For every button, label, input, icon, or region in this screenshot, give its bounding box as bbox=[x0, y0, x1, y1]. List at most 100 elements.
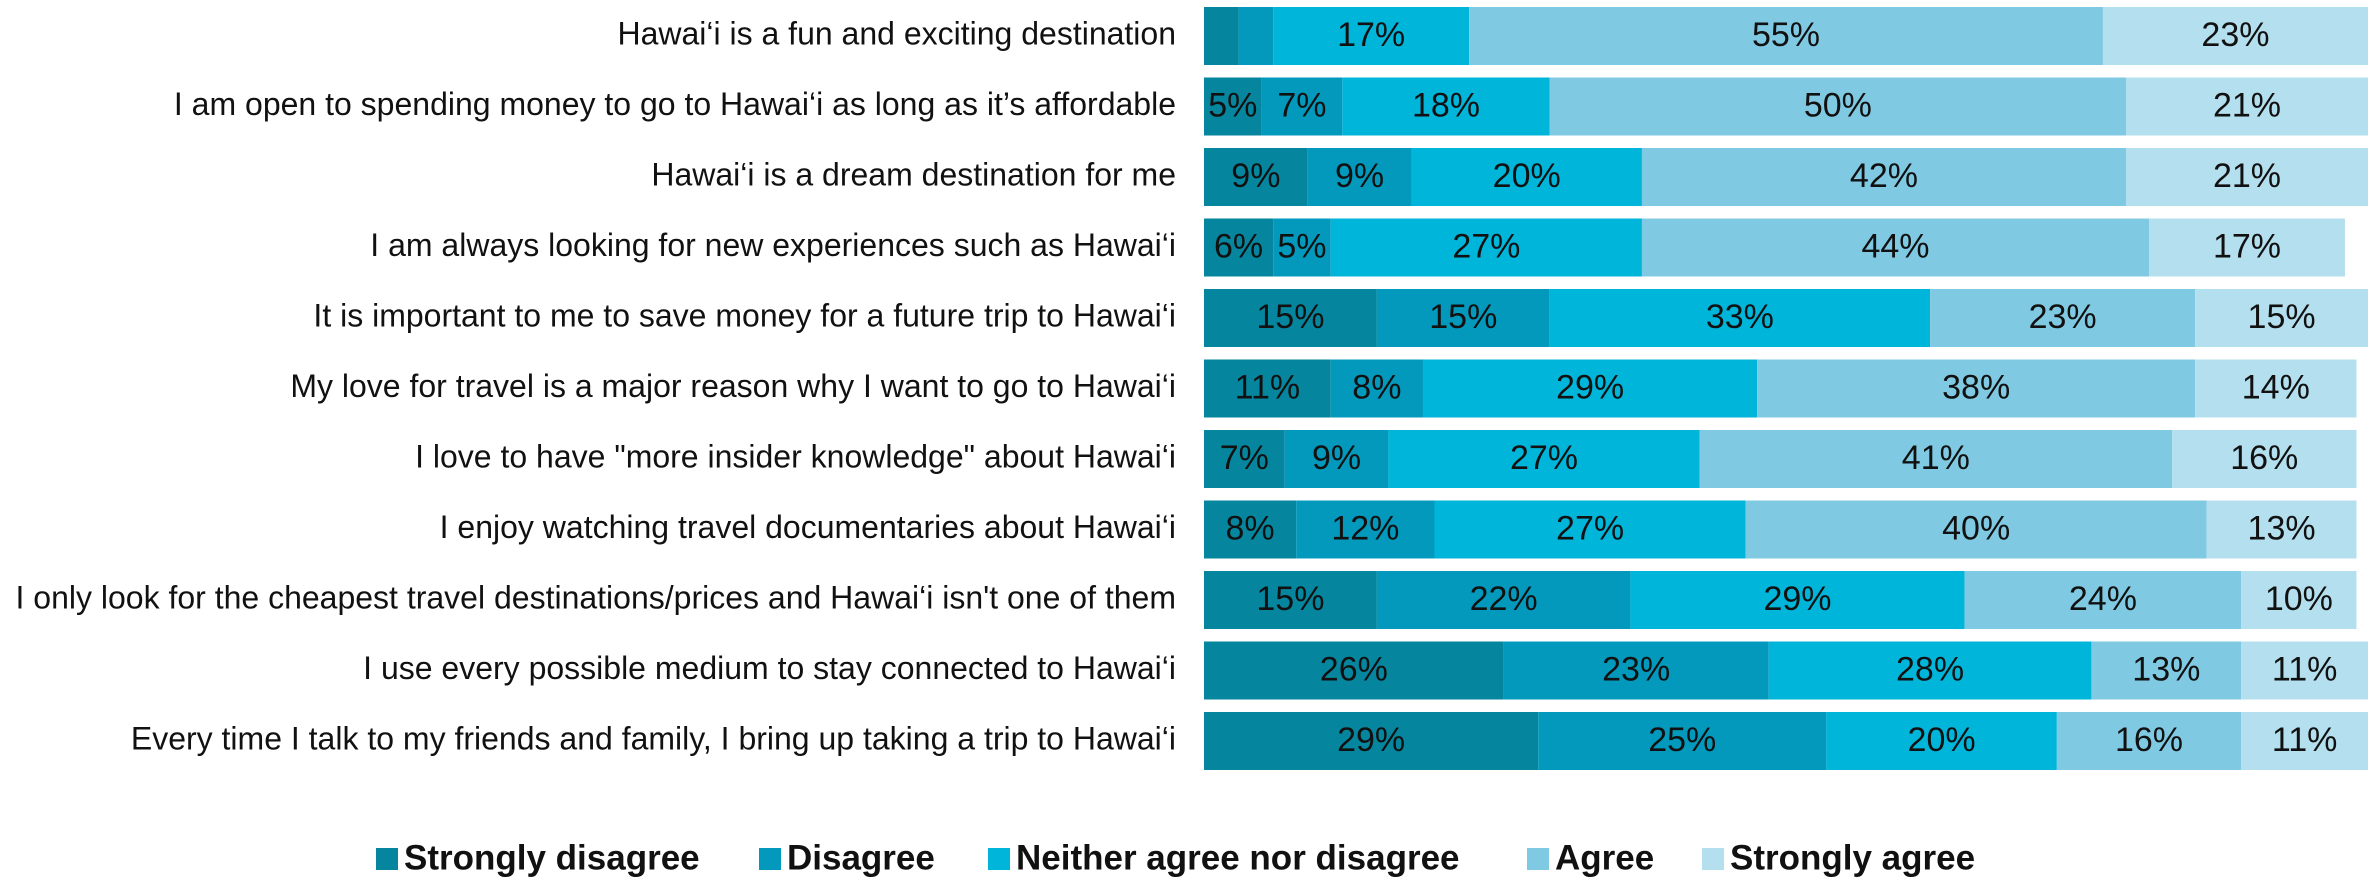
bar-segment bbox=[1630, 571, 1965, 629]
bar-segment bbox=[1273, 218, 1331, 277]
value-label: 23% bbox=[2201, 16, 2269, 54]
category-label: I enjoy watching travel documentaries ab… bbox=[440, 509, 1176, 545]
bar-segment bbox=[1204, 289, 1377, 347]
bar-segment bbox=[2091, 641, 2242, 700]
value-label: 22% bbox=[1470, 580, 1538, 618]
value-label: 15% bbox=[1256, 298, 1324, 336]
bar-segment bbox=[1204, 500, 1297, 559]
value-label: 13% bbox=[2248, 509, 2316, 547]
bar-segment bbox=[2125, 77, 2368, 136]
value-label: 11% bbox=[1235, 368, 1301, 406]
bar-segment bbox=[1549, 289, 1931, 347]
legend-label: Neither agree nor disagree bbox=[1016, 838, 1460, 877]
legend-swatch bbox=[1527, 848, 1549, 870]
category-label: Every time I talk to my friends and fami… bbox=[131, 720, 1176, 756]
value-label: 41% bbox=[1902, 439, 1970, 477]
category-label: Hawai‘i is a dream destination for me bbox=[651, 156, 1176, 192]
bar-segment bbox=[1204, 218, 1274, 277]
value-label: 18% bbox=[1412, 86, 1480, 124]
value-label: 15% bbox=[1256, 580, 1324, 618]
bar-segment bbox=[1930, 289, 2196, 347]
value-label: 21% bbox=[2213, 157, 2281, 195]
value-label: 6% bbox=[1214, 227, 1263, 265]
value-label: 23% bbox=[1602, 650, 1670, 688]
value-label: 7% bbox=[1277, 86, 1326, 124]
bar-segment bbox=[1204, 641, 1504, 700]
bar-segment bbox=[1768, 641, 2092, 700]
bar-segment bbox=[1538, 712, 1827, 770]
bar-segment bbox=[1296, 500, 1435, 559]
bar-segment bbox=[2172, 430, 2357, 488]
legend-swatch bbox=[759, 848, 781, 870]
value-label: 50% bbox=[1804, 86, 1872, 124]
bar-segment bbox=[1757, 359, 2196, 418]
bar-segment bbox=[1204, 77, 1262, 136]
legend-label: Disagree bbox=[787, 838, 935, 877]
bar-segment bbox=[1330, 359, 1423, 418]
bar-segment bbox=[1699, 430, 2173, 488]
bar-segment bbox=[1204, 148, 1308, 206]
value-label: 27% bbox=[1510, 439, 1578, 477]
bar-segment bbox=[1273, 7, 1470, 65]
value-label: 8% bbox=[1352, 368, 1401, 406]
bar-segment bbox=[2241, 641, 2368, 700]
legend-label: Strongly disagree bbox=[404, 838, 700, 877]
bar-segment bbox=[2125, 148, 2368, 206]
bar-segment bbox=[1204, 359, 1331, 418]
value-label: 17% bbox=[1337, 16, 1405, 54]
bar-segment bbox=[1503, 641, 1769, 700]
value-label: 17% bbox=[2213, 227, 2281, 265]
category-label: Hawai‘i is a fun and exciting destinatio… bbox=[617, 15, 1176, 51]
bar-segment bbox=[1411, 148, 1642, 206]
legend-swatch bbox=[376, 848, 398, 870]
value-label: 5% bbox=[1208, 86, 1257, 124]
bar-segment bbox=[2195, 359, 2357, 418]
value-label: 28% bbox=[1896, 650, 1964, 688]
value-label: 10% bbox=[2265, 580, 2333, 618]
value-label: 44% bbox=[1861, 227, 1929, 265]
value-label: 55% bbox=[1752, 16, 1820, 54]
value-label: 11% bbox=[2272, 650, 2338, 688]
category-label: It is important to me to save money for … bbox=[313, 297, 1176, 333]
value-label: 24% bbox=[2069, 580, 2137, 618]
bar-segment bbox=[1422, 359, 1758, 418]
bar-segment bbox=[1964, 571, 2242, 629]
value-label: 9% bbox=[1335, 157, 1384, 195]
bar-segment bbox=[1204, 712, 1539, 770]
category-label: My love for travel is a major reason why… bbox=[290, 368, 1176, 404]
value-label: 11% bbox=[2272, 721, 2338, 759]
value-label: 15% bbox=[2248, 298, 2316, 336]
category-label: I use every possible medium to stay conn… bbox=[363, 650, 1176, 686]
value-label: 42% bbox=[1850, 157, 1918, 195]
bar-segment bbox=[1330, 218, 1642, 277]
bar-segment bbox=[1204, 430, 1285, 488]
value-label: 33% bbox=[1706, 298, 1774, 336]
value-label: 13% bbox=[2132, 650, 2200, 688]
bar-segment bbox=[1549, 77, 2126, 136]
bar-segment bbox=[1376, 289, 1550, 347]
legend-swatch bbox=[1702, 848, 1724, 870]
bar-segment bbox=[2241, 571, 2357, 629]
value-label: 16% bbox=[2115, 721, 2183, 759]
value-label: 26% bbox=[1320, 650, 1388, 688]
legend-label: Strongly agree bbox=[1730, 838, 1975, 877]
value-label: 23% bbox=[2029, 298, 2097, 336]
bar-segment bbox=[1745, 500, 2207, 559]
value-label: 40% bbox=[1942, 509, 2010, 547]
bar-segment bbox=[1469, 7, 2103, 65]
category-label: I only look for the cheapest travel dest… bbox=[15, 579, 1176, 615]
value-label: 14% bbox=[2242, 368, 2310, 406]
value-label: 15% bbox=[1429, 298, 1497, 336]
bar-segment bbox=[1376, 571, 1631, 629]
legend-label: Agree bbox=[1555, 838, 1654, 877]
value-label: 29% bbox=[1763, 580, 1831, 618]
value-label: 20% bbox=[1908, 721, 1976, 759]
bar-segment bbox=[1826, 712, 2057, 770]
value-label: 5% bbox=[1277, 227, 1326, 265]
value-label: 38% bbox=[1942, 368, 2010, 406]
value-label: 8% bbox=[1226, 509, 1275, 547]
bar-segment bbox=[2195, 289, 2368, 347]
category-label: I love to have "more insider knowledge" … bbox=[415, 438, 1176, 474]
bar-segment bbox=[1434, 500, 1746, 559]
